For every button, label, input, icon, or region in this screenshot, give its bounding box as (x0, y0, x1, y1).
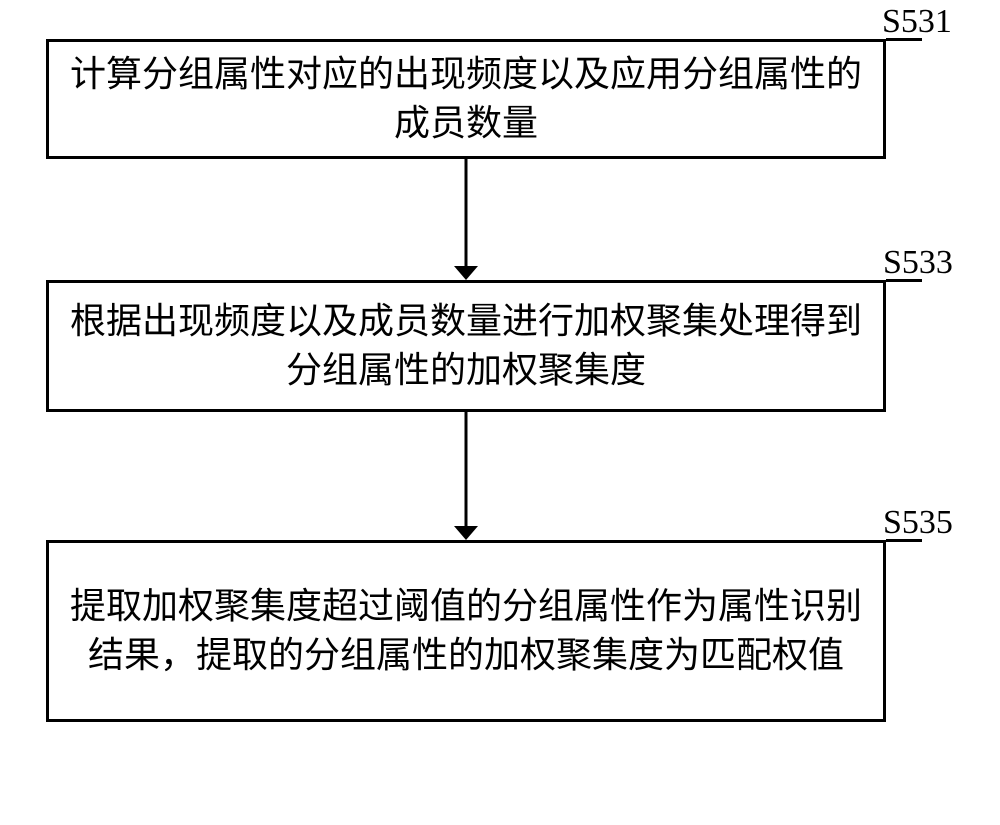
step-label-s535: S535 (883, 504, 953, 542)
flowchart-node-s535: 提取加权聚集度超过阈值的分组属性作为属性识别结果，提取的分组属性的加权聚集度为匹… (46, 540, 886, 722)
node-text: 根据出现频度以及成员数量进行加权聚集处理得到分组属性的加权聚集度 (69, 297, 863, 394)
flowchart-canvas: 计算分组属性对应的出现频度以及应用分组属性的成员数量 S531 根据出现频度以及… (0, 0, 1000, 825)
step-label-s533: S533 (883, 244, 953, 282)
flowchart-arrow-1 (442, 159, 490, 280)
step-label-s531: S531 (882, 3, 952, 41)
node-text: 提取加权聚集度超过阈值的分组属性作为属性识别结果，提取的分组属性的加权聚集度为匹… (69, 582, 863, 679)
flowchart-arrow-2 (442, 412, 490, 540)
flowchart-node-s533: 根据出现频度以及成员数量进行加权聚集处理得到分组属性的加权聚集度 (46, 280, 886, 412)
flowchart-node-s531: 计算分组属性对应的出现频度以及应用分组属性的成员数量 (46, 39, 886, 159)
node-text: 计算分组属性对应的出现频度以及应用分组属性的成员数量 (69, 50, 863, 147)
